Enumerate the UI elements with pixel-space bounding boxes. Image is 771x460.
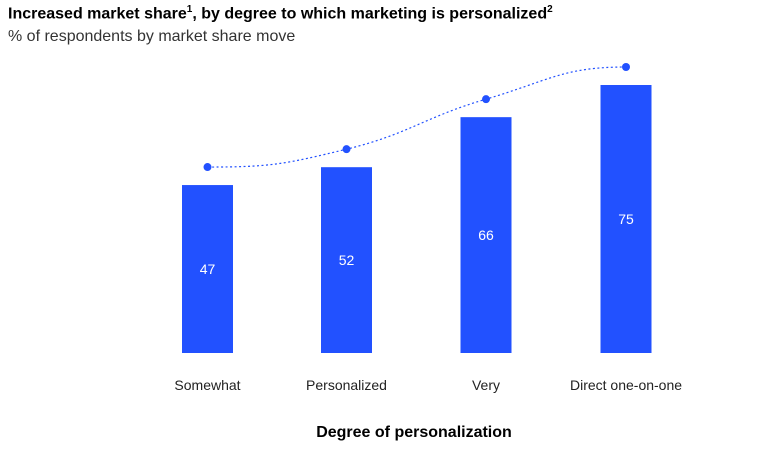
bar-3 bbox=[600, 85, 652, 353]
bar-value-label: 66 bbox=[478, 227, 494, 243]
footnote-marker-1: 1 bbox=[186, 4, 193, 15]
bar-value-label: 47 bbox=[200, 261, 216, 277]
x-axis-title: Degree of personalization bbox=[316, 424, 512, 441]
trend-marker-1 bbox=[342, 145, 351, 154]
bar-0 bbox=[182, 185, 233, 353]
chart-title: Increased market share1, by degree to wh… bbox=[8, 4, 553, 23]
x-tick-label: Somewhat bbox=[174, 377, 240, 393]
bar-value-label: 52 bbox=[339, 252, 355, 268]
x-tick-label: Direct one-on-one bbox=[570, 377, 682, 393]
trend-marker-0 bbox=[203, 163, 212, 172]
bar-2 bbox=[460, 117, 512, 353]
footnote-marker-2: 2 bbox=[547, 4, 553, 15]
bar-1 bbox=[321, 167, 372, 353]
title-main: Increased market share bbox=[8, 5, 187, 23]
x-tick-label: Personalized bbox=[306, 377, 387, 393]
trend-line bbox=[207, 66, 627, 168]
trend-marker-2 bbox=[482, 95, 490, 104]
title-rest: , by degree to which marketing is person… bbox=[192, 5, 548, 23]
trend-marker-3 bbox=[622, 63, 630, 71]
x-tick-label: Very bbox=[472, 377, 500, 393]
bar-value-label: 75 bbox=[618, 211, 634, 227]
chart-subtitle: % of respondents by market share move bbox=[8, 28, 296, 45]
